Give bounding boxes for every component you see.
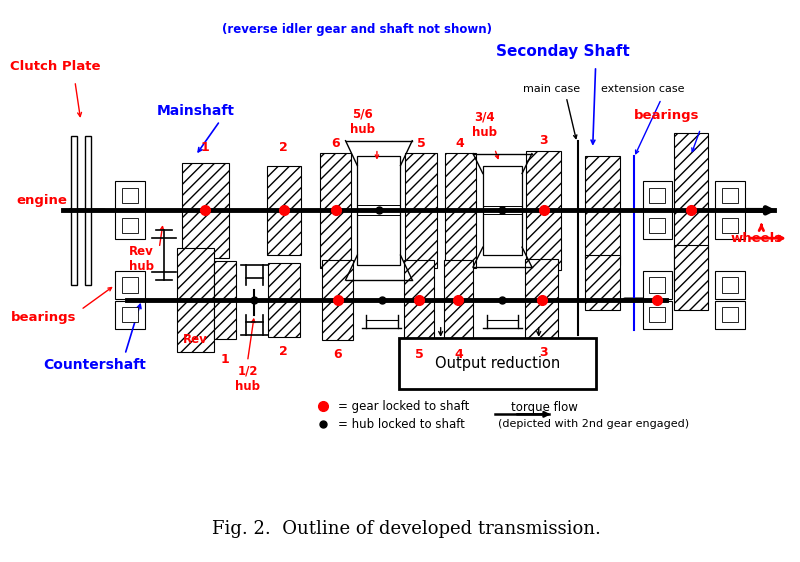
Text: Fig. 2.  Outline of developed transmission.: Fig. 2. Outline of developed transmissio… xyxy=(212,520,601,538)
Bar xyxy=(642,211,672,239)
Text: extension case: extension case xyxy=(601,84,685,94)
Bar xyxy=(115,271,145,299)
Bar xyxy=(320,153,351,268)
Text: (reverse idler gear and shaft not shown): (reverse idler gear and shaft not shown) xyxy=(222,22,492,36)
Bar xyxy=(444,260,473,339)
Bar xyxy=(650,188,666,203)
Text: (depicted with 2nd gear engaged): (depicted with 2nd gear engaged) xyxy=(498,419,689,429)
Text: main case: main case xyxy=(523,84,580,94)
Bar xyxy=(399,338,596,389)
Text: Output reduction: Output reduction xyxy=(435,356,560,371)
Bar xyxy=(586,255,620,310)
Text: 5/6
hub: 5/6 hub xyxy=(350,108,374,135)
Bar xyxy=(182,163,229,257)
Text: Countershaft: Countershaft xyxy=(43,357,146,371)
Bar xyxy=(406,153,437,268)
Text: 2: 2 xyxy=(279,141,288,154)
Bar xyxy=(650,277,666,293)
Text: Rev
hub: Rev hub xyxy=(129,245,154,273)
Text: Clutch Plate: Clutch Plate xyxy=(10,60,101,72)
Bar xyxy=(674,245,708,310)
Bar xyxy=(722,188,738,203)
Bar xyxy=(586,156,620,265)
Text: 6: 6 xyxy=(331,137,340,150)
Bar xyxy=(650,217,666,233)
Text: = gear locked to shaft: = gear locked to shaft xyxy=(338,400,469,413)
Text: wheels: wheels xyxy=(730,232,782,244)
Bar xyxy=(266,166,301,255)
Bar xyxy=(322,260,354,339)
Text: 4: 4 xyxy=(456,137,465,150)
Bar xyxy=(715,301,745,329)
Text: 3: 3 xyxy=(539,134,548,147)
Bar xyxy=(85,135,90,285)
Bar xyxy=(122,277,138,293)
Bar xyxy=(404,260,434,339)
Text: 2: 2 xyxy=(279,345,288,358)
Text: 1/2
hub: 1/2 hub xyxy=(235,365,260,393)
Bar xyxy=(214,261,236,339)
Bar xyxy=(526,151,561,270)
Bar xyxy=(267,262,300,337)
Text: 1: 1 xyxy=(221,353,230,366)
Bar xyxy=(483,166,522,255)
Bar xyxy=(71,135,77,285)
Text: bearings: bearings xyxy=(634,110,699,123)
Bar xyxy=(650,307,666,323)
Text: 3: 3 xyxy=(539,346,548,359)
Text: 5: 5 xyxy=(414,348,423,361)
Bar xyxy=(715,211,745,239)
Bar xyxy=(122,307,138,323)
Bar xyxy=(674,133,708,288)
Text: torque flow: torque flow xyxy=(511,401,578,414)
Text: 3/4
hub: 3/4 hub xyxy=(472,111,498,139)
Text: Rev: Rev xyxy=(183,333,208,346)
Bar xyxy=(115,301,145,329)
Text: bearings: bearings xyxy=(10,311,76,324)
Bar xyxy=(445,153,476,268)
Bar xyxy=(177,248,214,352)
Bar xyxy=(722,217,738,233)
Bar xyxy=(642,301,672,329)
Bar xyxy=(715,271,745,299)
Bar xyxy=(722,277,738,293)
Text: Seconday Shaft: Seconday Shaft xyxy=(496,44,630,58)
Bar xyxy=(642,182,672,210)
Text: 1: 1 xyxy=(201,141,210,154)
Bar xyxy=(122,217,138,233)
Bar xyxy=(722,307,738,323)
Bar xyxy=(715,182,745,210)
Bar xyxy=(642,271,672,299)
Bar xyxy=(115,182,145,210)
Bar xyxy=(115,211,145,239)
Text: engine: engine xyxy=(16,194,67,207)
Text: 5: 5 xyxy=(417,137,426,150)
Text: 6: 6 xyxy=(334,348,342,361)
Text: 4: 4 xyxy=(454,348,462,361)
Bar xyxy=(526,259,558,341)
Text: = hub locked to shaft: = hub locked to shaft xyxy=(338,418,465,431)
Bar xyxy=(122,188,138,203)
Bar xyxy=(358,156,401,265)
Text: Mainshaft: Mainshaft xyxy=(157,104,234,118)
